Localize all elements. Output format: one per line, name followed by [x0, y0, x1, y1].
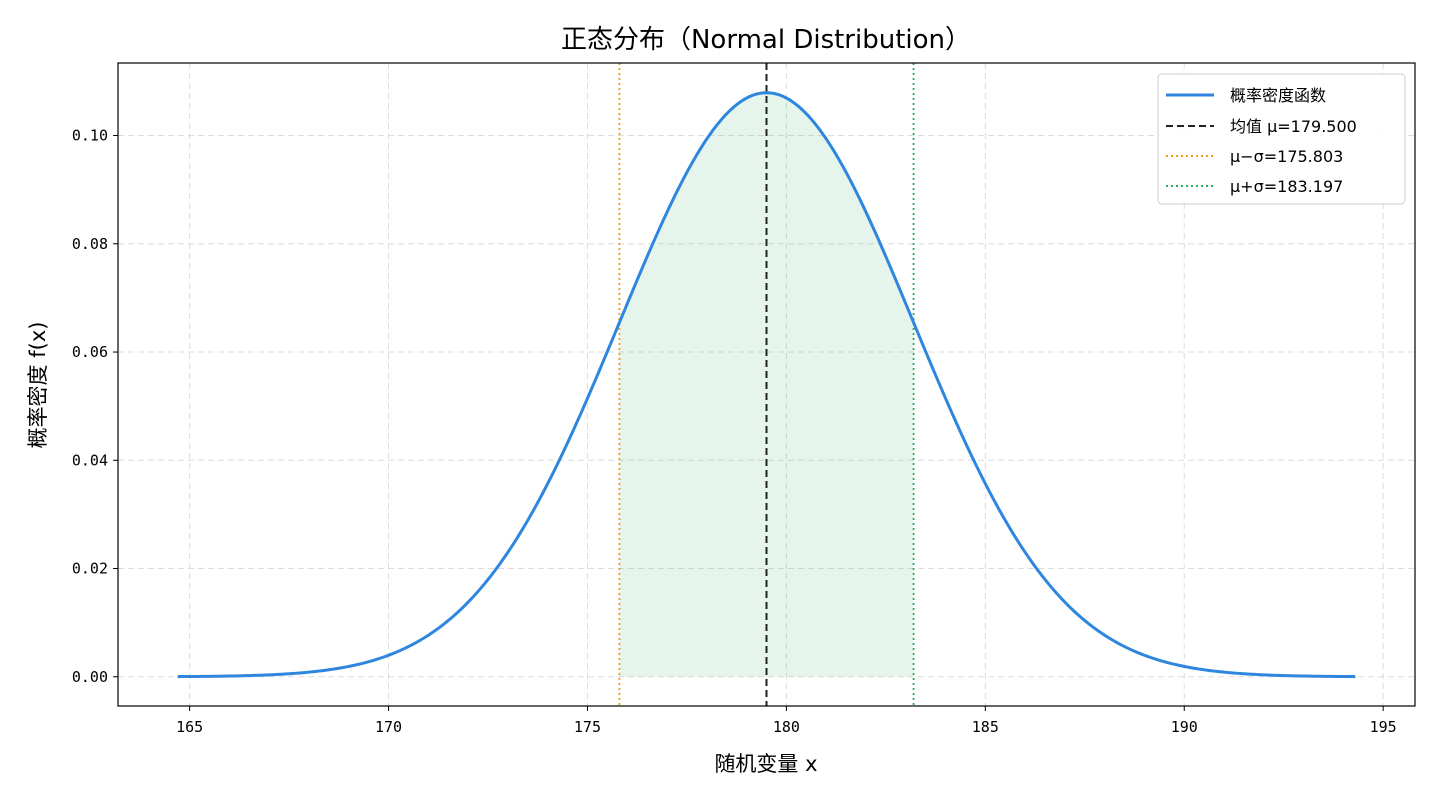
y-tick-label-5: 0.10	[72, 127, 108, 145]
legend: 概率密度函数 均值 μ=179.500 μ−σ=175.803 μ+σ=183.…	[1157, 73, 1406, 205]
x-tick-label-0: 165	[176, 718, 203, 736]
x-tick-label-4: 185	[972, 718, 999, 736]
x-tick-label-6: 195	[1370, 718, 1397, 736]
x-axis-ticks: 165 170 175 180 185 190 195	[176, 706, 1397, 736]
legend-label-pdf: 概率密度函数	[1230, 86, 1326, 105]
chart-title: 正态分布（Normal Distribution）	[561, 25, 971, 55]
pdf-curve-line	[177, 91, 1356, 679]
y-tick-label-2: 0.04	[72, 451, 108, 469]
legend-label-minus-sigma: μ−σ=175.803	[1230, 147, 1343, 166]
y-tick-label-3: 0.06	[72, 343, 108, 361]
y-tick-label-1: 0.02	[72, 560, 108, 578]
x-tick-label-2: 175	[574, 718, 601, 736]
reference-lines	[618, 63, 915, 706]
x-tick-label-3: 180	[773, 718, 800, 736]
x-tick-label-1: 170	[375, 718, 402, 736]
plot-frame	[117, 62, 1416, 707]
y-tick-label-4: 0.08	[72, 235, 108, 253]
legend-label-mean: 均值 μ=179.500	[1230, 117, 1357, 136]
y-axis-label: 概率密度 f(x)	[26, 322, 50, 449]
x-axis-label: 随机变量 x	[714, 752, 817, 776]
legend-box	[1157, 73, 1406, 205]
x-tick-label-5: 190	[1171, 718, 1198, 736]
legend-label-plus-sigma: μ+σ=183.197	[1230, 177, 1343, 196]
y-tick-label-0: 0.00	[72, 668, 108, 686]
y-axis-ticks: 0.00 0.02 0.04 0.06 0.08 0.10	[72, 127, 118, 686]
